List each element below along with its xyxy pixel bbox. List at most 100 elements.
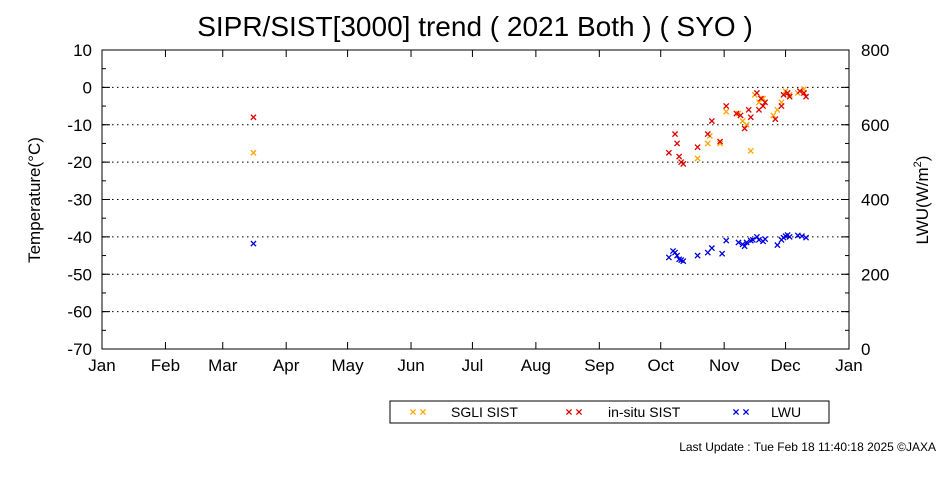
sgli-sist-point — [743, 121, 750, 128]
lwu-point — [735, 239, 742, 246]
lwu-point — [749, 236, 756, 243]
lwu-point — [802, 234, 810, 241]
in-situ-sist-point — [674, 140, 681, 147]
legend: SGLI SIST in-situ SIST LWU — [389, 400, 830, 424]
lwu-point — [665, 254, 672, 261]
grid-lines — [102, 86, 849, 313]
lwu-point — [680, 258, 687, 265]
sgli-sist-point — [694, 155, 701, 162]
in-situ-sist-point — [759, 103, 767, 110]
in-situ-sist-point — [737, 112, 744, 119]
in-situ-sist-point — [778, 103, 785, 110]
y-tick-label-right: 800 — [861, 41, 889, 60]
y2-label-end: ) — [913, 156, 932, 162]
x-tick-label: Apr — [273, 356, 300, 375]
in-situ-sist-point — [723, 103, 730, 110]
y-tick-label-left: -10 — [67, 116, 92, 135]
x-tick-label: Nov — [709, 356, 740, 375]
legend-marker — [565, 408, 573, 416]
in-situ-sist-point — [772, 116, 779, 123]
in-situ-sist-point — [802, 93, 810, 100]
sgli-sist-point — [704, 140, 711, 147]
legend-marker — [575, 408, 583, 416]
x-tick-label: Jul — [462, 356, 484, 375]
y2-label-main: LWU(W/m — [913, 167, 932, 244]
lwu-point — [743, 239, 750, 246]
sgli-sist-point — [747, 147, 754, 154]
legend-label: LWU — [771, 404, 801, 420]
in-situ-sist-point — [786, 93, 793, 100]
x-tick-label: Jan — [88, 356, 115, 375]
legend-box — [389, 400, 830, 424]
plot-frame — [101, 49, 850, 350]
x-tick-label: Aug — [521, 356, 551, 375]
lwu-point — [671, 249, 679, 256]
in-situ-sist-point — [784, 89, 791, 97]
x-tick-label: Jun — [397, 356, 424, 375]
legend-marker — [419, 408, 427, 416]
data-points — [250, 86, 810, 265]
y2-label-sup: 2 — [912, 161, 924, 167]
lwu-point — [753, 233, 760, 240]
in-situ-sist-point — [694, 144, 701, 151]
in-situ-sist-point — [733, 110, 740, 117]
legend-marker — [409, 408, 417, 416]
y-tick-label-left: -50 — [67, 265, 92, 284]
y-tick-label-right: 200 — [861, 265, 889, 284]
lwu-point — [694, 252, 701, 259]
x-tick-label: Feb — [151, 356, 180, 375]
x-tick-label: Dec — [770, 356, 801, 375]
y-axis-label-right: LWU(W/m2) — [912, 156, 932, 245]
x-tick-label: Mar — [208, 356, 238, 375]
in-situ-sist-point — [745, 106, 752, 113]
sgli-sist-point — [770, 112, 777, 119]
chart-title: SIPR/SIST[3000] trend ( 2021 Both ) ( SY… — [197, 11, 753, 42]
in-situ-sist-point — [753, 89, 760, 97]
legend-marker — [732, 408, 740, 416]
last-update-footer: Last Update : Tue Feb 18 11:40:18 2025 ©… — [679, 440, 936, 454]
y-tick-label-right: 600 — [861, 116, 889, 135]
y-tick-label-left: -60 — [67, 303, 92, 322]
in-situ-sist-point — [704, 131, 711, 138]
x-tick-label: Oct — [647, 356, 674, 375]
lwu-point — [786, 233, 793, 240]
y-tick-label-left: -40 — [67, 228, 92, 247]
y-tick-label-left: -20 — [67, 153, 92, 172]
in-situ-sist-point — [665, 149, 672, 156]
lwu-point — [708, 245, 715, 252]
y-tick-label-right: 0 — [861, 340, 870, 359]
sgli-sist-point — [250, 149, 257, 156]
sgli-sist-point — [723, 108, 730, 115]
y-tick-label-left: 10 — [73, 41, 92, 60]
in-situ-sist-point — [680, 160, 687, 168]
y-tick-label-left: -70 — [67, 340, 92, 359]
in-situ-sist-point — [676, 153, 683, 160]
in-situ-sist-point — [796, 88, 803, 95]
sgli-sist-point — [717, 140, 724, 147]
lwu-point — [723, 237, 730, 244]
legend-marker — [742, 408, 750, 416]
in-situ-sist-point — [747, 114, 754, 121]
in-situ-sist-point — [800, 89, 808, 97]
lwu-point — [774, 242, 781, 249]
in-situ-sist-point — [780, 91, 787, 98]
y-axis-right: 800 600 400 200 0 — [841, 41, 889, 359]
x-tick-label: May — [332, 356, 365, 375]
in-situ-sist-point — [671, 131, 679, 138]
in-situ-sist-point — [708, 117, 715, 125]
y-tick-label-left: 0 — [83, 78, 92, 97]
lwu-point — [741, 243, 748, 250]
legend-label: in-situ SIST — [608, 404, 681, 420]
x-axis: Jan Feb Mar Apr May Jun Jul Aug Sep Oct Nov Dec Jan — [88, 50, 863, 375]
lwu-point — [755, 236, 763, 243]
in-situ-sist-point — [741, 125, 748, 132]
in-situ-sist-point — [250, 114, 257, 121]
x-tick-label: Jan — [835, 356, 862, 375]
y-axis-label-left: Temperature(°C) — [25, 137, 44, 263]
y-axis-left: 10 0 -10 -20 -30 -40 -50 -60 -70 — [67, 41, 110, 359]
y-tick-label-left: -30 — [67, 191, 92, 210]
lwu-point — [719, 250, 726, 257]
lwu-point — [250, 240, 257, 247]
in-situ-sist-point — [762, 99, 769, 106]
